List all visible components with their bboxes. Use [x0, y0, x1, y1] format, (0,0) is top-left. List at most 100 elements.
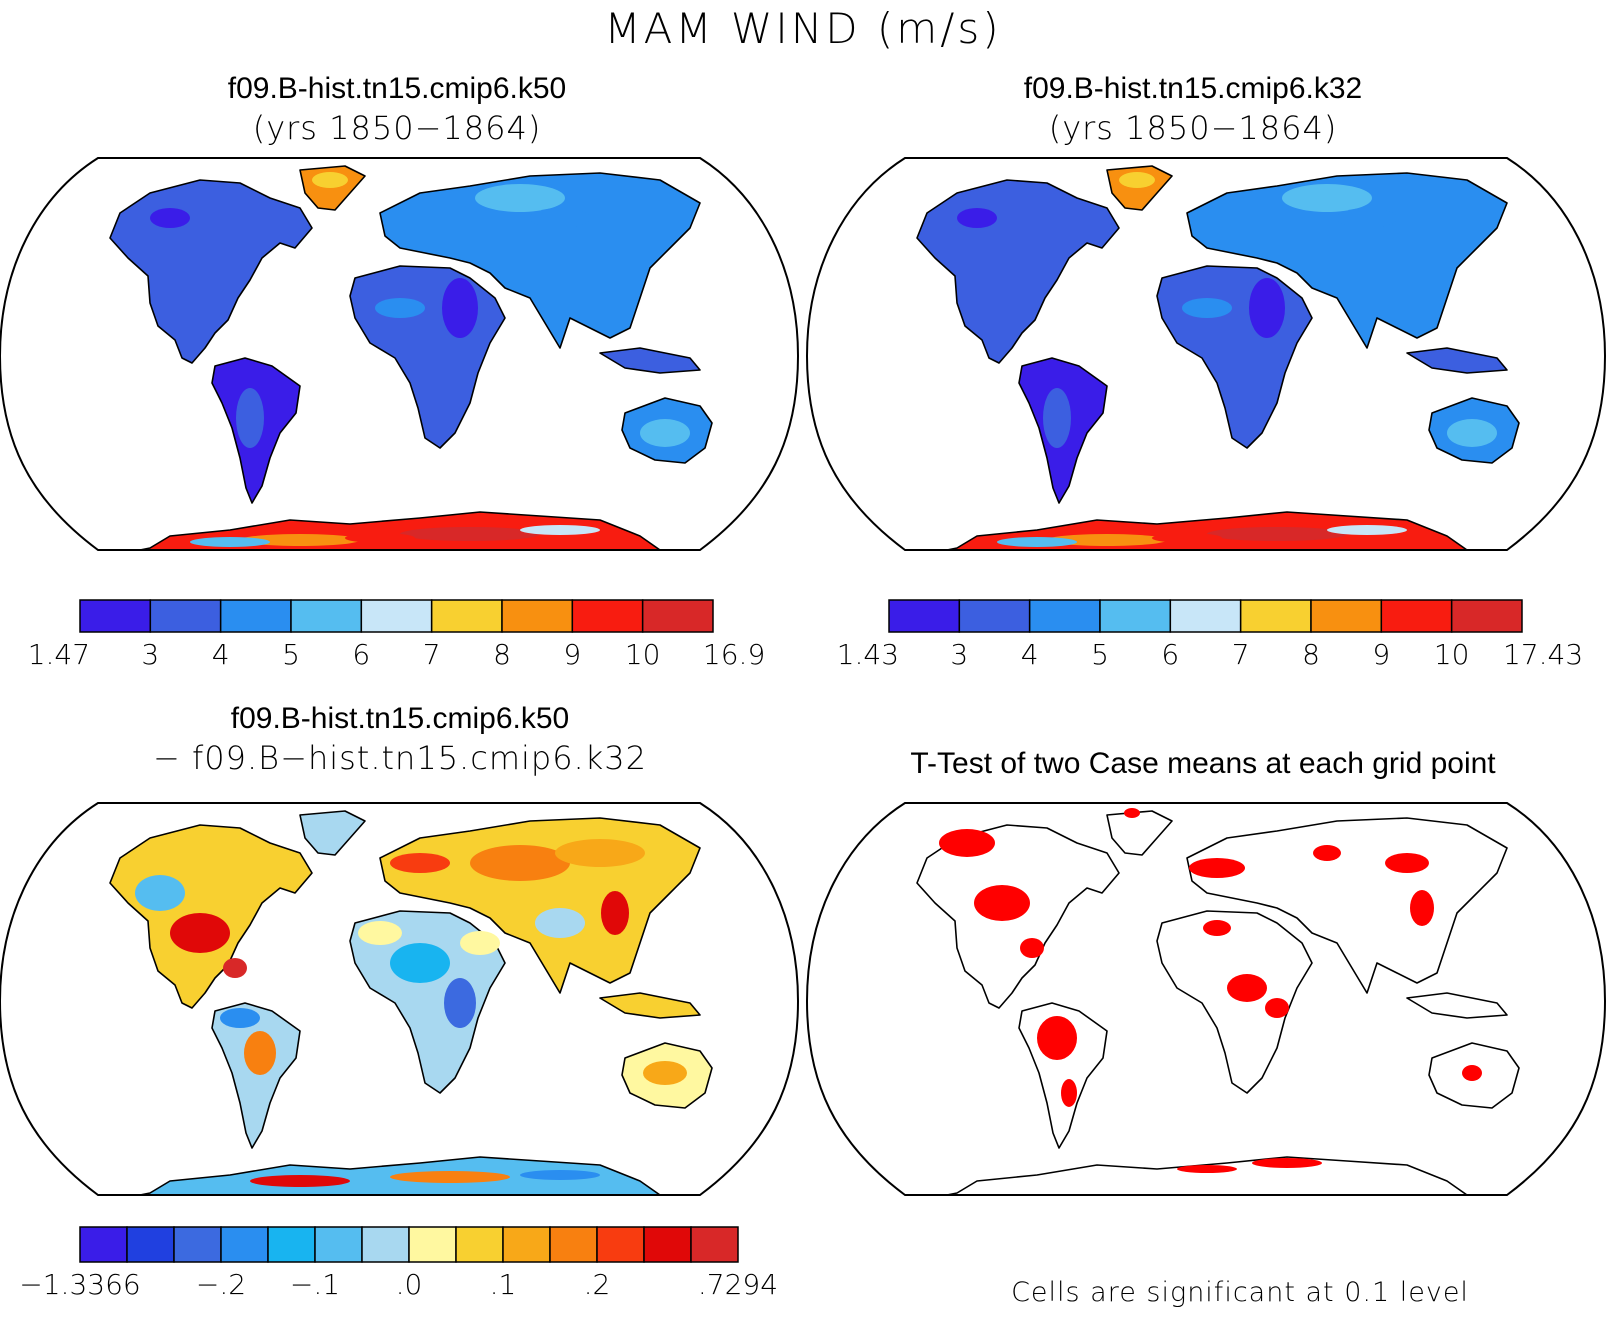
diff-map-frame: [0, 802, 800, 1196]
case2-colorbar-tick-label: 17.43: [1503, 638, 1583, 671]
case2-colorbar-tick-label: 3: [950, 638, 968, 671]
case2-colorbar-tick-label: 6: [1161, 638, 1179, 671]
difference-title-line2: − f09.B−hist.tn15.cmip6.k32: [153, 739, 647, 777]
case1-field-patch: [442, 278, 478, 338]
difference-map: [0, 802, 800, 1196]
case1-colorbar-tick-label: 1.47: [28, 638, 90, 671]
case2-colorbar-tick-label: 1.43: [837, 638, 899, 671]
diff-field-patch: [643, 1061, 687, 1085]
diff-field-patch: [520, 1170, 600, 1180]
ttest-indonesia-region: [1406, 992, 1508, 1019]
difference-colorbar-swatch: [79, 1226, 128, 1263]
case1-colorbar-swatch: [501, 599, 574, 633]
ttest-field-patch: [974, 885, 1030, 921]
case1-title-line2: (yrs 1850−1864): [252, 109, 542, 147]
diff-south-america-region: [211, 1002, 301, 1149]
case2-title-line1: f09.B-hist.tn15.cmip6.k32: [1023, 72, 1363, 105]
case2-title-line2: (yrs 1850−1864): [1048, 109, 1338, 147]
case1-colorbar-tick-label: 5: [282, 638, 300, 671]
difference-colorbar-swatch: [502, 1226, 551, 1263]
diff-field-patch: [170, 913, 230, 953]
diff-field-patch: [250, 1175, 350, 1187]
difference-colorbar-tick-label: .7294: [698, 1268, 778, 1301]
significance-note: Cells are significant at 0.1 level: [1011, 1277, 1469, 1308]
case2-colorbar-tick-label: 4: [1021, 638, 1039, 671]
diff-indonesia-region: [599, 992, 701, 1019]
case1-field-patch: [190, 537, 270, 547]
diff-field-patch: [535, 908, 585, 938]
difference-colorbar-swatch: [596, 1226, 645, 1263]
case1-colorbar-tick-label: 3: [141, 638, 159, 671]
figure-title: MAM WIND (m/s): [604, 4, 1002, 53]
ttest-field-patch: [1020, 938, 1044, 958]
case2-field-patch: [1282, 184, 1372, 212]
ttest-title: T-Test of two Case means at each grid po…: [910, 747, 1496, 780]
case2-field-patch: [997, 537, 1077, 547]
ttest-field-patch: [1037, 1016, 1077, 1060]
case1-colorbar-swatch: [290, 599, 363, 633]
case2-colorbar-swatch: [1028, 599, 1101, 633]
case2-colorbar-swatch: [1380, 599, 1453, 633]
difference-colorbar-swatch: [267, 1226, 316, 1263]
ttest-field-patch: [1265, 998, 1289, 1018]
case1-field-patch: [236, 388, 264, 448]
ttest-field-patch: [1203, 920, 1231, 936]
case2-colorbar-tick-label: 8: [1302, 638, 1320, 671]
case1-field-patch: [400, 527, 540, 541]
case2-colorbar-tick-label: 5: [1091, 638, 1109, 671]
case2-colorbar-swatch: [1099, 599, 1172, 633]
case1-field-patch: [475, 184, 565, 212]
case1-colorbar-tick-label: 7: [423, 638, 441, 671]
case2-north-america-region: [916, 179, 1120, 364]
case2-colorbar-swatch: [888, 599, 961, 633]
ttest-africa-region: [1156, 910, 1313, 1094]
diff-field-patch: [390, 1171, 510, 1183]
case1-colorbar-swatch: [360, 599, 433, 633]
difference-colorbar-swatch: [643, 1226, 692, 1263]
diff-field-patch: [358, 921, 402, 945]
diff-field-patch: [444, 978, 476, 1028]
case1-eurasia-region: [379, 172, 701, 349]
case1-north-america-region: [109, 179, 313, 364]
case1-map-frame: [0, 157, 800, 551]
case2-field-patch: [1447, 419, 1497, 447]
case2-title: f09.B-hist.tn15.cmip6.k32 (yrs 1850−1864…: [986, 70, 1400, 148]
case2-colorbar-swatch: [1239, 599, 1312, 633]
difference-colorbar-tick-label: .1: [490, 1268, 517, 1301]
case1-indonesia-region: [599, 347, 701, 374]
case1-field-patch: [150, 208, 190, 228]
difference-colorbar-tick-label: .0: [396, 1268, 423, 1301]
difference-colorbar-swatch: [314, 1226, 363, 1263]
case1-colorbar-swatch: [79, 599, 152, 633]
difference-colorbar-swatch: [173, 1226, 222, 1263]
case2-colorbar-tick-label: 9: [1372, 638, 1390, 671]
case1-field-patch: [520, 525, 600, 535]
ttest-greenland-region: [1106, 810, 1173, 856]
case2-colorbar: 1.43 3 4 5 6 7 8 9 10 17.43: [837, 599, 1583, 671]
case2-field-patch: [957, 208, 997, 228]
case1-map: [0, 157, 800, 551]
difference-colorbar-tick-label: −.1: [290, 1268, 340, 1301]
difference-colorbar-tick-label: −.2: [196, 1268, 246, 1301]
case2-field-patch: [1249, 278, 1285, 338]
case1-colorbar-tick-label: 10: [625, 638, 661, 671]
case1-title: f09.B-hist.tn15.cmip6.k50 (yrs 1850−1864…: [190, 70, 604, 148]
difference-colorbar-swatch: [126, 1226, 175, 1263]
ttest-field-patch: [939, 829, 995, 857]
case2-field-patch: [1119, 172, 1155, 188]
case2-field-patch: [1152, 533, 1222, 543]
ttest-field-patch: [1177, 1165, 1237, 1173]
case1-field-patch: [640, 419, 690, 447]
case1-colorbar-tick-label: 9: [563, 638, 581, 671]
ttest-map-frame: [805, 802, 1606, 1196]
ttest-field-patch: [1313, 845, 1341, 861]
case1-colorbar-swatch: [219, 599, 292, 633]
difference-colorbar-swatch: [690, 1226, 739, 1263]
diff-field-patch: [390, 943, 450, 983]
diff-field-patch: [390, 853, 450, 873]
difference-colorbar-tick-label: .2: [584, 1268, 611, 1301]
case2-indonesia-region: [1406, 347, 1508, 374]
case2-map: [805, 157, 1606, 551]
case2-field-patch: [1327, 525, 1407, 535]
difference-colorbar-tick-label: −1.3366: [19, 1268, 140, 1301]
